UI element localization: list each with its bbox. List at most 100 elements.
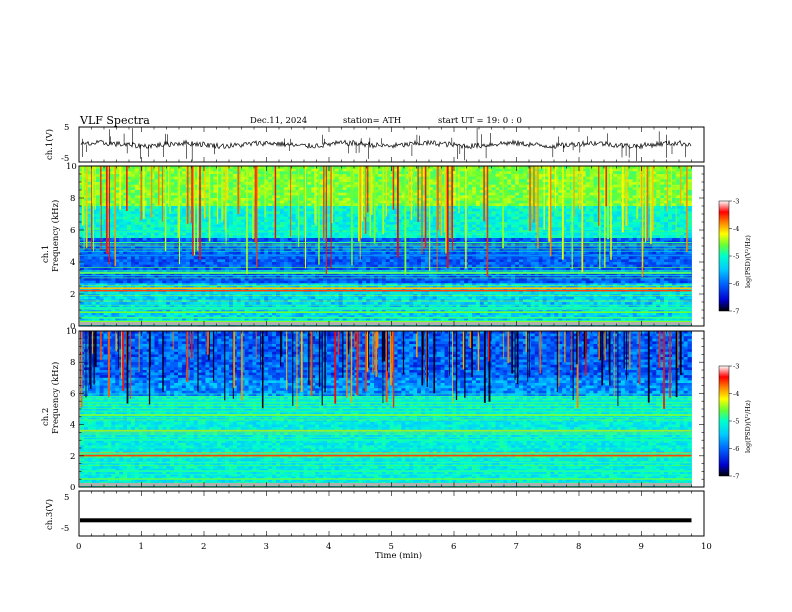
spectrogram-cell: [99, 198, 104, 202]
spectrogram-cell: [221, 246, 226, 250]
spectrogram-cell: [413, 166, 418, 170]
spectrogram-cell: [687, 168, 692, 172]
spectrogram-cell: [256, 246, 261, 250]
spectrogram-cell: [511, 179, 516, 183]
spectrogram-cell: [146, 182, 151, 186]
spectrogram-cell: [178, 246, 183, 250]
spectrogram-cell: [660, 192, 665, 196]
spectrogram-cell: [260, 216, 265, 220]
spectrogram-cell: [319, 171, 324, 175]
spectrogram-cell: [268, 219, 273, 223]
spectrogram-cell: [240, 208, 246, 212]
spectrogram-cell: [393, 224, 398, 228]
spectrogram-cell: [373, 184, 379, 188]
spectrogram-cell: [491, 200, 496, 204]
spectrogram-cell: [354, 187, 359, 191]
spectrogram-cell: [127, 224, 132, 228]
spectrogram-cell: [632, 174, 638, 178]
spectrogram-cell: [123, 192, 128, 196]
spectrogram-cell: [660, 182, 665, 186]
spectrogram-cell: [248, 206, 253, 210]
spectrogram-cell: [170, 206, 175, 210]
spectrogram-cell: [679, 203, 685, 207]
spectrogram-cell: [193, 238, 198, 242]
station-label: station= ATH: [343, 116, 401, 126]
spectrogram-cell: [671, 211, 677, 215]
spectrogram-cell: [260, 222, 265, 226]
spectrogram-cell: [185, 227, 191, 231]
spectrogram-cell: [115, 224, 120, 228]
spectrogram-cell: [311, 222, 316, 226]
spectrogram-cell: [679, 211, 685, 215]
spectrogram-cell: [656, 176, 661, 180]
spectrogram-cell: [530, 246, 536, 250]
spectrogram-cell: [134, 195, 140, 199]
spectrogram-cell: [515, 222, 520, 226]
spectrogram-cell: [127, 184, 132, 188]
spectrogram-cell: [487, 211, 492, 215]
spectrogram-cell: [279, 203, 285, 207]
spectrogram-cell: [417, 168, 422, 172]
spectrogram-cell: [389, 168, 394, 172]
spectrogram-cell: [115, 222, 120, 226]
spectrogram-cell: [283, 166, 289, 170]
spectrogram-cell: [593, 166, 598, 170]
spectrogram-cell: [440, 246, 445, 250]
spectrogram-cell: [628, 166, 634, 170]
spectrogram-cell: [593, 224, 598, 228]
spectrogram-cell: [589, 182, 594, 186]
spectrogram-cell: [456, 232, 461, 236]
spectrogram-cell: [491, 187, 496, 191]
spectrogram-cell: [667, 214, 673, 218]
spectrogram-cell: [471, 203, 477, 207]
spectrogram-cell: [479, 171, 485, 175]
spectrogram-cell: [656, 222, 661, 226]
spectrogram-cell: [593, 176, 598, 180]
spectrogram-cell: [581, 168, 587, 172]
spectrogram-cell: [550, 238, 555, 242]
spectrogram-cell: [201, 174, 206, 178]
spectrogram-cell: [667, 211, 673, 215]
spectrogram-cell: [617, 198, 622, 202]
spectrogram-cell: [534, 195, 540, 199]
spectrogram-cell: [170, 211, 175, 215]
spectrogram-cell: [495, 222, 500, 226]
spectrogram-cell: [515, 224, 520, 228]
spectrogram-cell: [428, 166, 434, 170]
spectrogram-cell: [299, 174, 304, 178]
spectrogram-cell: [417, 246, 422, 250]
spectrogram-cell: [468, 190, 473, 194]
spectrogram-cell: [323, 227, 328, 231]
spectrogram-cell: [683, 200, 688, 204]
spectrogram-cell: [644, 203, 649, 207]
spectrogram-cell: [687, 206, 692, 210]
spectrogram-cell: [424, 222, 430, 226]
spectrogram-cell: [491, 211, 496, 215]
spectrogram-cell: [499, 187, 504, 191]
spectrogram-cell: [342, 211, 347, 215]
spectrogram-cell: [232, 227, 238, 231]
spectrogram-cell: [585, 200, 590, 204]
spectrogram-cell: [162, 232, 167, 236]
spectrogram-cell: [664, 238, 669, 242]
spectrogram-cell: [319, 227, 324, 231]
spectrogram-cell: [256, 195, 261, 199]
spectrogram-cell: [181, 206, 187, 210]
spectrogram-cell: [264, 179, 269, 183]
spectrogram-cell: [483, 166, 489, 170]
spectrogram-cell: [554, 211, 559, 215]
spectrogram-cell: [460, 206, 465, 210]
spectrogram-cell: [573, 224, 579, 228]
spectrogram-cell: [550, 168, 555, 172]
spectrogram-cell: [115, 219, 120, 223]
spectrogram-cell: [558, 214, 563, 218]
spectrogram-cell: [401, 171, 406, 175]
spectrogram-cell: [193, 192, 198, 196]
spectrogram-cell: [417, 200, 422, 204]
spectrogram-cell: [95, 203, 100, 207]
spectrogram-cell: [421, 246, 426, 250]
spectrogram-cell: [413, 222, 418, 226]
spectrogram-cell: [315, 195, 320, 199]
spectrogram-cell: [228, 174, 234, 178]
spectrogram-cell: [99, 171, 104, 175]
